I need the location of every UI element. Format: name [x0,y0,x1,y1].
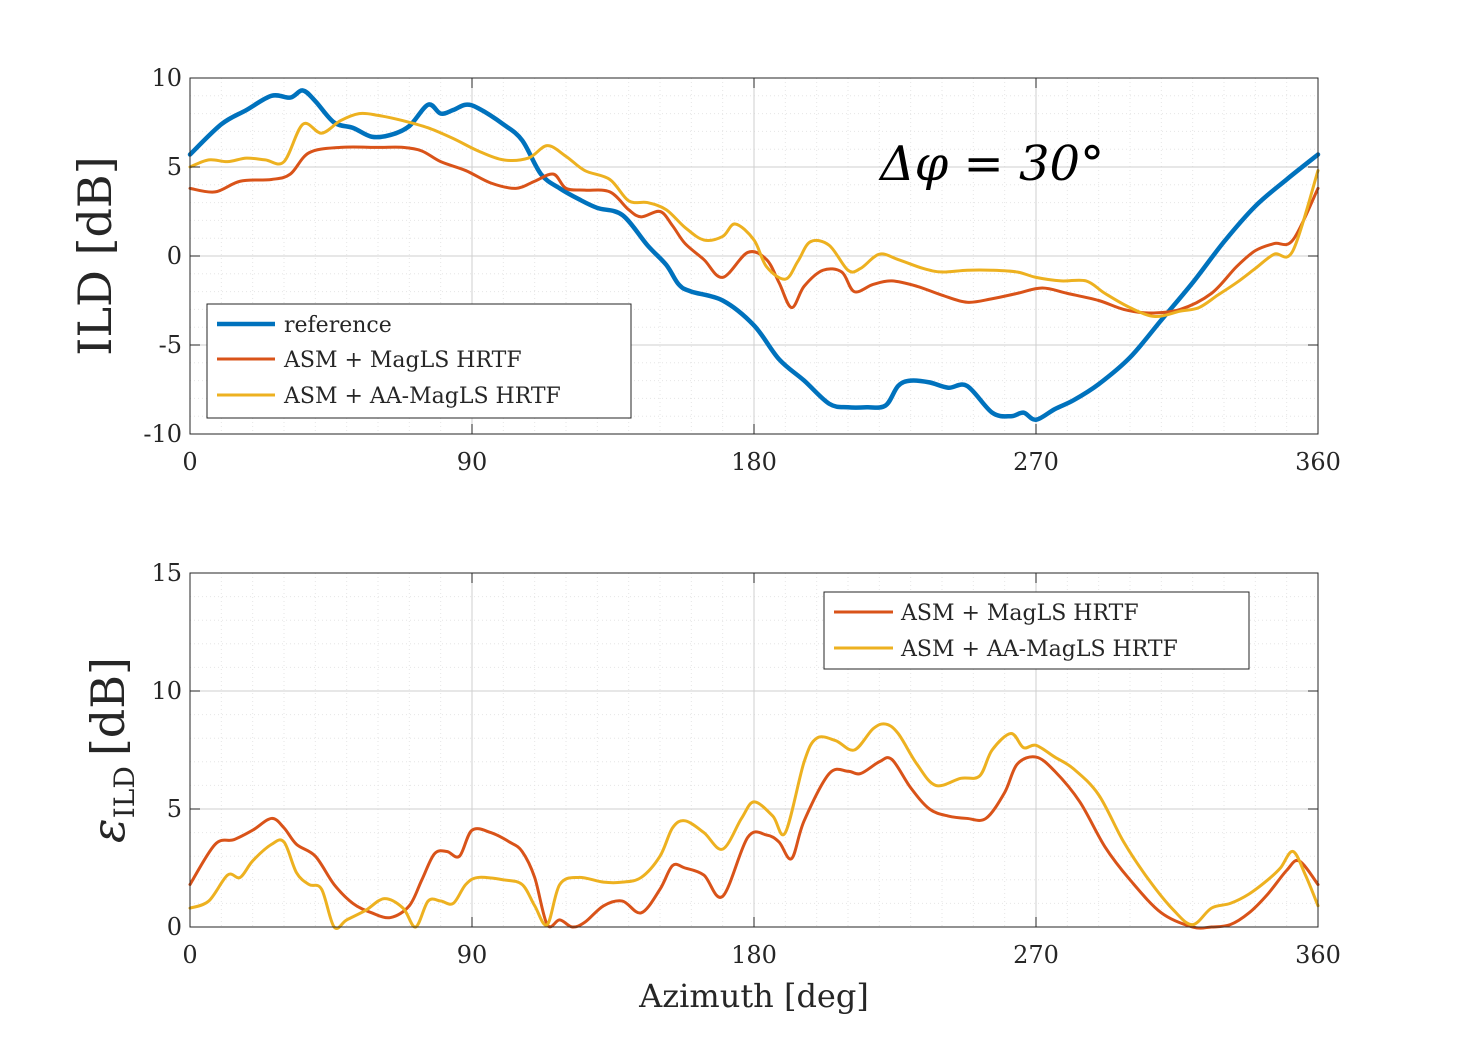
y-tick-label: -10 [143,420,182,448]
y-tick-label: 10 [151,64,182,92]
legend-label-reference: reference [284,313,392,338]
x-tick-label: 90 [457,941,488,969]
y-tick-label: 5 [167,153,182,181]
series-line-reference [187,88,1321,423]
x-tick-label: 360 [1295,941,1341,969]
y-tick-label: 5 [167,795,182,823]
y-tick-label: -5 [159,331,182,359]
error-y-axis-label: εILD [dB] [81,657,141,843]
legend-label-magls: ASM + MagLS HRTF [283,348,522,373]
ild-legend: reference ASM + MagLS HRTF ASM + AA-MagL… [206,303,632,419]
ild-tick-labels: 0 90 180 270 360 -10 -5 0 5 10 [143,64,1341,476]
legend-label-aamagls: ASM + AA-MagLS HRTF [283,384,561,409]
series-line-magls [188,755,1320,930]
x-tick-label: 270 [1013,941,1059,969]
x-tick-label: 90 [457,448,488,476]
x-tick-label: 0 [182,448,197,476]
series-line-aamagls [188,722,1320,930]
delta-phi-annotation: Δφ = 30° [878,136,1104,192]
y-tick-label: 15 [151,559,182,587]
x-tick-label: 270 [1013,448,1059,476]
x-tick-label: 180 [731,448,777,476]
x-tick-label: 180 [731,941,777,969]
series-line-aamagls [188,111,1320,319]
y-tick-label: 0 [167,242,182,270]
ild-y-axis-label: ILD [dB] [68,156,122,355]
error-legend: ASM + MagLS HRTF ASM + AA-MagLS HRTF [823,591,1250,670]
x-axis-label: Azimuth [deg] [638,977,869,1015]
error-legend-box [823,591,1250,670]
error-y-axis-symbol: ε [81,818,135,843]
ild-tick-marks [189,77,1319,435]
y-tick-label: 10 [151,677,182,705]
error-series-group [188,722,1320,930]
error-tick-marks [189,572,1319,928]
error-legend-label-magls: ASM + MagLS HRTF [900,601,1139,626]
error-y-axis-subscript: ILD [108,766,141,818]
error-legend-label-aamagls: ASM + AA-MagLS HRTF [900,637,1178,662]
x-tick-label: 0 [182,941,197,969]
x-tick-label: 360 [1295,448,1341,476]
error-y-axis-unit: [dB] [81,657,135,756]
ild-series-group [187,88,1321,423]
y-tick-label: 0 [167,913,182,941]
series-line-magls [188,145,1320,315]
ild-error-plot: 0 90 180 270 360 0 5 10 15 εILD [dB] Azimuth [deg… [81,559,1341,1015]
ild-legend-box [206,303,632,419]
error-tick-labels: 0 90 180 270 360 0 5 10 15 [151,559,1340,969]
